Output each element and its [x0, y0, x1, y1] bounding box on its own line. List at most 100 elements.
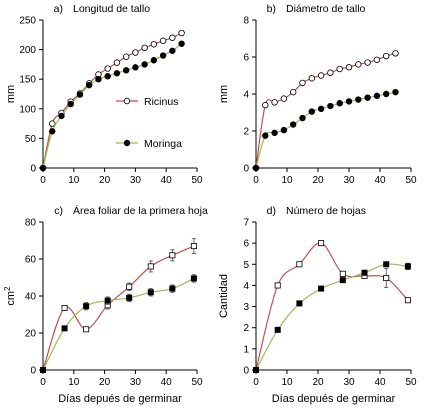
- data-point-moringa: [252, 164, 260, 172]
- data-point-moringa: [271, 129, 278, 137]
- x-tick-label: 20: [312, 175, 324, 186]
- data-point-ricinus: [61, 305, 68, 312]
- data-point-ricinus: [169, 34, 176, 41]
- y-axis-label: Cantidad: [218, 274, 230, 318]
- panel-1: 0 10 20 30 40 50 0 2 4 6 8 b) Diámetro de tallo mm: [218, 3, 417, 186]
- series-line-moringa: [255, 91, 396, 169]
- series-ricinus: [252, 50, 399, 172]
- data-point-moringa: [361, 269, 368, 276]
- x-tick-label: 40: [161, 175, 173, 186]
- x-tick-label: 10: [281, 377, 293, 388]
- y-tick-label: 2: [243, 323, 249, 334]
- data-point-ricinus: [104, 65, 111, 72]
- data-point-moringa: [76, 91, 84, 98]
- data-point-moringa: [61, 325, 68, 332]
- y-tick-label: 0: [30, 366, 36, 377]
- x-tick-label: 30: [343, 175, 355, 186]
- data-point-moringa: [355, 96, 362, 103]
- y-tick-label: 0: [30, 164, 36, 175]
- x-tick-label: 40: [374, 377, 386, 388]
- data-point-ricinus: [308, 75, 315, 82]
- data-point-ricinus: [383, 275, 390, 282]
- series-ricinus: [252, 240, 411, 373]
- panel-0: 0 10 20 30 40 50 0 50 100 150 200 250 a) Longitud de …: [5, 3, 203, 186]
- data-point-moringa: [169, 285, 176, 292]
- data-point-moringa: [339, 277, 346, 284]
- data-point-moringa: [141, 61, 148, 68]
- data-point-moringa: [364, 94, 371, 101]
- y-axis-label: mm: [218, 85, 230, 103]
- x-tick-label: 0: [253, 377, 259, 388]
- data-point-ricinus: [317, 72, 325, 79]
- x-tick-label: 30: [343, 377, 355, 388]
- data-point-moringa: [262, 132, 269, 139]
- y-axis-label-text: cm: [5, 291, 17, 306]
- y-axis-label-superscript: 2: [3, 286, 12, 291]
- data-point-ricinus: [327, 69, 334, 76]
- series-moringa: [252, 88, 399, 172]
- panel-title: Diámetro de tallo: [286, 3, 366, 15]
- legend-label-ricinus: Ricinus: [144, 96, 178, 108]
- data-point-moringa: [274, 326, 281, 333]
- data-point-ricinus: [190, 243, 197, 250]
- y-tick-label: 100: [19, 104, 36, 115]
- data-point-ricinus: [159, 37, 167, 44]
- x-tick-label: 40: [161, 377, 173, 388]
- y-axis-label: cm2: [3, 286, 17, 306]
- panel-letter: b): [267, 3, 276, 15]
- data-point-ricinus: [383, 52, 390, 60]
- panel-letter: c): [54, 205, 63, 217]
- data-point-ricinus: [355, 61, 362, 68]
- panel-3: 0 10 20 30 40 50 0 1 2 3 4 5 6 7 d) Número de hojas Cant…: [218, 205, 417, 405]
- data-point-moringa: [317, 105, 325, 112]
- data-point-moringa: [49, 128, 56, 135]
- series-moringa: [252, 261, 411, 373]
- y-tick-label: 60: [25, 255, 37, 266]
- legend-marker-moringa: [123, 139, 131, 147]
- y-tick-label: 8: [243, 16, 249, 27]
- panel-title: Longitud de tallo: [73, 3, 150, 15]
- legend: Ricinus Moringa: [116, 96, 182, 150]
- data-point-ricinus: [113, 59, 121, 66]
- y-tick-label: 200: [19, 45, 36, 56]
- data-point-moringa: [392, 88, 399, 96]
- panel-2: 0 10 20 30 40 50 0 20 40 60 80 c) Área foliar de la …: [3, 204, 208, 405]
- panel-title: Número de hojas: [286, 205, 366, 217]
- x-tick-label: 50: [405, 377, 417, 388]
- x-tick-label: 20: [99, 377, 111, 388]
- data-point-ricinus: [271, 99, 278, 106]
- data-point-moringa: [83, 303, 90, 310]
- panel-letter: d): [267, 205, 276, 217]
- y-tick-label: 1: [243, 344, 249, 355]
- series-moringa: [39, 40, 185, 172]
- data-point-ricinus: [141, 44, 148, 52]
- x-tick-label: 50: [191, 175, 203, 186]
- data-point-ricinus: [404, 297, 411, 304]
- data-point-moringa: [159, 52, 167, 59]
- data-point-ricinus: [150, 41, 158, 48]
- y-tick-label: 7: [243, 218, 249, 229]
- data-point-moringa: [404, 263, 411, 270]
- data-point-ricinus: [132, 49, 139, 56]
- data-point-moringa: [345, 98, 353, 105]
- data-point-ricinus: [296, 261, 303, 268]
- data-point-moringa: [150, 57, 158, 64]
- data-point-moringa: [336, 100, 343, 107]
- data-point-ricinus: [274, 282, 281, 289]
- data-point-moringa: [252, 366, 259, 373]
- x-tick-label: 30: [130, 175, 142, 186]
- data-point-ricinus: [336, 65, 343, 73]
- data-point-ricinus: [49, 120, 56, 127]
- data-point-moringa: [280, 126, 288, 134]
- data-point-moringa: [147, 289, 154, 296]
- y-tick-label: 4: [243, 281, 249, 292]
- data-point-ricinus: [83, 326, 90, 333]
- y-axis-label-text: Cantidad: [218, 274, 230, 318]
- data-point-moringa: [39, 164, 47, 172]
- data-point-moringa: [113, 70, 121, 77]
- data-point-ricinus: [147, 263, 154, 270]
- series-line-ricinus: [255, 52, 396, 169]
- data-point-ricinus: [122, 53, 130, 60]
- y-axis-label: mm: [5, 85, 17, 103]
